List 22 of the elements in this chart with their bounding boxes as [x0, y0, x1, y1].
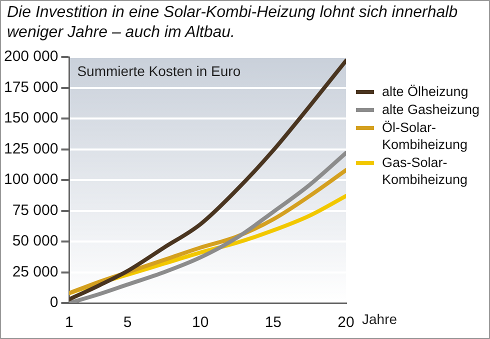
x-tick-label: 5	[123, 314, 132, 332]
y-tick-label: 150 000	[4, 110, 58, 127]
y-tick-label: 75 000	[12, 202, 58, 219]
chart-title: Die Investition in eine Solar-Kombi-Heizung lohnt sich innerhalb weniger Jahre – auch im Altbau.	[7, 3, 459, 43]
x-tick-label: 10	[192, 314, 209, 332]
legend-label: Gas-Solar-Kombiheizung	[382, 154, 469, 188]
y-tick-label: 200 000	[4, 48, 58, 66]
y-tick-label: 175 000	[4, 78, 58, 96]
x-tick-label: 15	[264, 314, 282, 332]
x-axis-title: Jahre	[362, 310, 398, 327]
y-tick-label: 50 000	[12, 232, 58, 250]
legend-label: alte Gasheizung	[382, 101, 481, 118]
line-series	[69, 58, 346, 302]
x-tick-label: 20	[338, 314, 354, 332]
y-tick-label: 25 000	[12, 263, 58, 280]
y-tick-label: 100 000	[4, 171, 58, 188]
legend-label: Öl-Solar-Kombiheizung	[382, 119, 469, 153]
legend-label: alte Ölheizung	[382, 83, 470, 100]
y-tick-label: 0	[50, 294, 58, 312]
y-axis-title: Summierte Kosten in Euro	[77, 62, 241, 79]
x-tick-label: 1	[65, 314, 74, 332]
y-tick-label: 125 000	[4, 140, 58, 158]
